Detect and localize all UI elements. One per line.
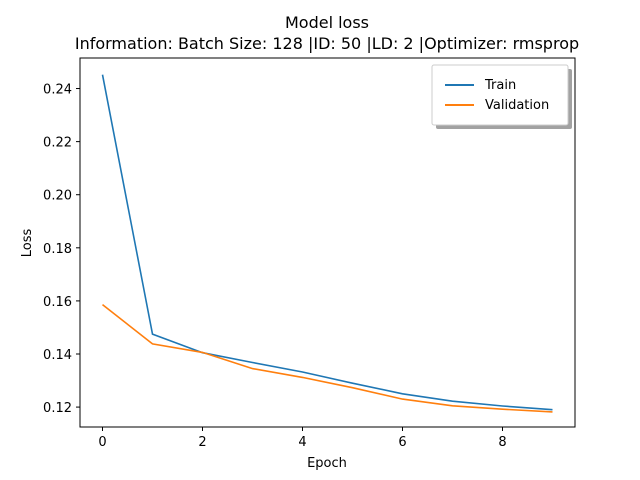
series-line-validation bbox=[102, 303, 553, 413]
y-axis-label: Loss bbox=[20, 229, 35, 258]
legend: Train Validation bbox=[431, 64, 572, 129]
plot-frame bbox=[79, 57, 576, 428]
x-tick-label: 8 bbox=[498, 435, 506, 450]
y-tick-label: 0.16 bbox=[43, 295, 72, 310]
y-tick-label: 0.22 bbox=[43, 136, 72, 151]
y-tick-label: 0.14 bbox=[43, 348, 72, 363]
chart-title: Model loss bbox=[285, 13, 369, 32]
legend-label-validation: Validation bbox=[485, 98, 549, 113]
legend-box bbox=[431, 64, 569, 126]
axis-ticks: 0 2 4 6 8 0.12 0.14 0.16 0.18 0.20 0.22 0.24 bbox=[43, 83, 507, 450]
y-tick-label: 0.18 bbox=[43, 242, 72, 257]
series-lines bbox=[101, 74, 553, 413]
x-tick-label: 4 bbox=[298, 435, 306, 450]
chart-subtitle: Information: Batch Size: 128 |ID: 50 |LD… bbox=[75, 34, 579, 53]
y-tick-label: 0.12 bbox=[43, 401, 72, 416]
x-tick-label: 0 bbox=[98, 435, 106, 450]
series-line-train bbox=[101, 74, 553, 411]
x-tick-label: 6 bbox=[398, 435, 406, 450]
x-axis-label: Epoch bbox=[307, 456, 347, 471]
x-tick-label: 2 bbox=[198, 435, 206, 450]
legend-label-train: Train bbox=[484, 78, 516, 93]
y-tick-label: 0.24 bbox=[43, 83, 72, 98]
y-tick-label: 0.20 bbox=[43, 189, 72, 204]
